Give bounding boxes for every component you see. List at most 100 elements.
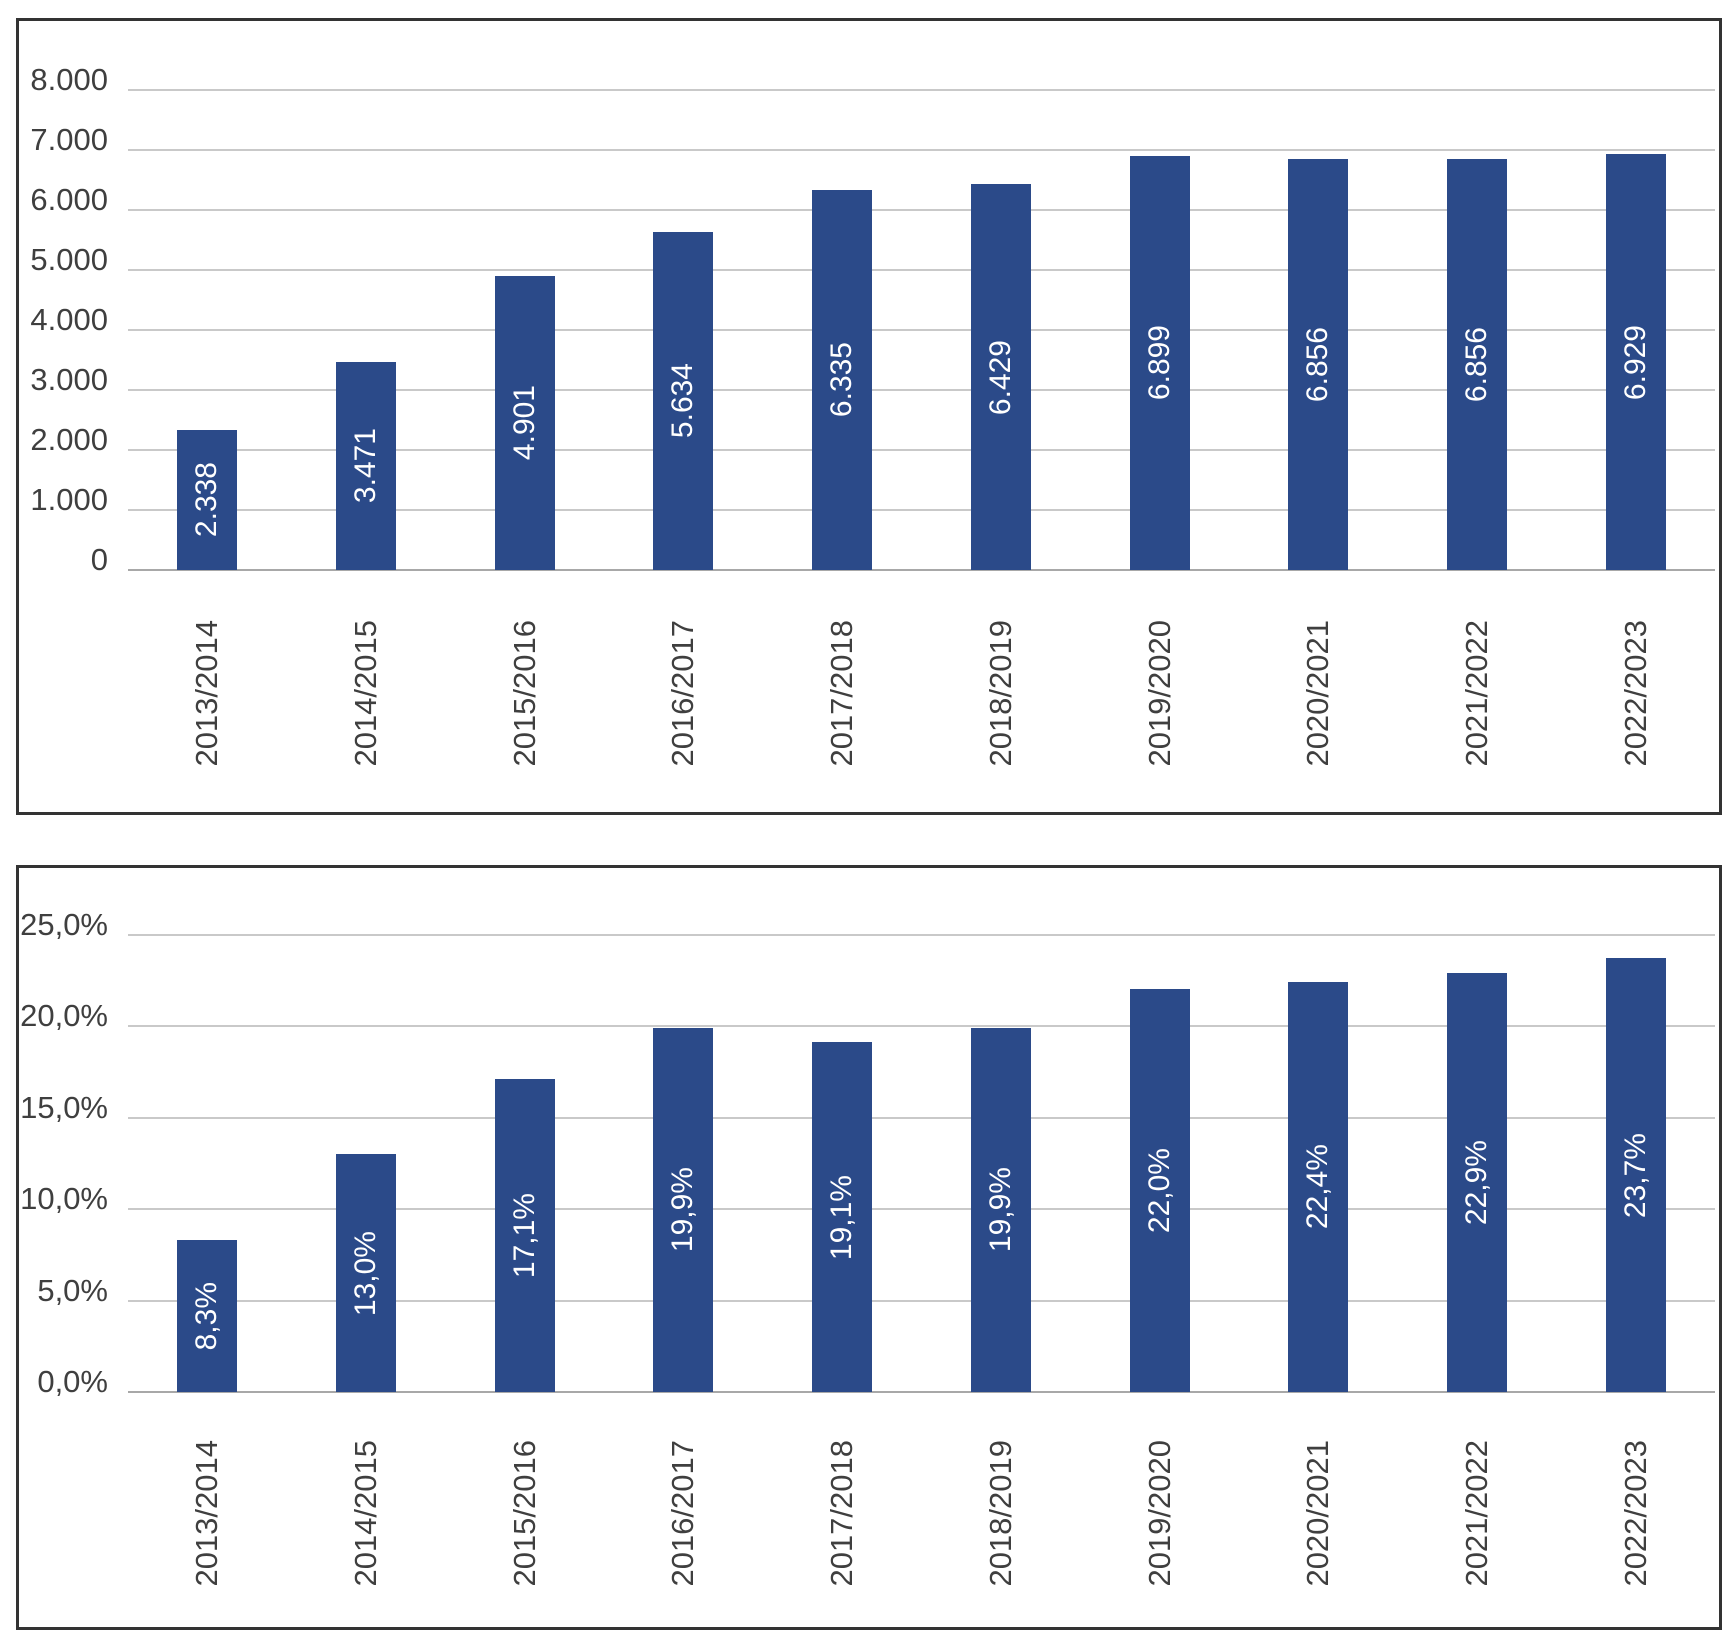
- x-tick-label-text: 2018/2019: [982, 620, 1018, 767]
- x-tick-label-text: 2020/2021: [1300, 1440, 1336, 1587]
- x-tick-label: 2014/2015: [346, 620, 386, 767]
- x-tick-label: 2019/2020: [1140, 1440, 1180, 1587]
- bar: 19,1%: [812, 1042, 873, 1392]
- x-tick-label: 2018/2019: [981, 1440, 1021, 1587]
- bar: 22,0%: [1129, 989, 1190, 1392]
- y-tick-label: 1.000: [30, 482, 108, 517]
- x-axis-line: [128, 569, 1715, 571]
- x-tick-label: 2022/2023: [1616, 620, 1656, 767]
- bar-value-label: 5.634: [666, 363, 700, 439]
- bar: 6.929: [1605, 154, 1666, 570]
- x-tick-label-text: 2021/2022: [1458, 1440, 1494, 1587]
- bar-value-label: 6.429: [983, 339, 1017, 415]
- x-tick-label: 2016/2017: [663, 1440, 703, 1587]
- x-tick-label-text: 2020/2021: [1300, 620, 1336, 767]
- gridline: [128, 269, 1715, 271]
- y-tick-label: 6.000: [30, 182, 108, 217]
- x-tick-label-text: 2017/2018: [824, 1440, 860, 1587]
- x-tick-label: 2015/2016: [505, 1440, 545, 1587]
- gridline: [128, 1025, 1715, 1027]
- bar: 4.901: [494, 275, 555, 570]
- x-tick-label: 2021/2022: [1457, 620, 1497, 767]
- bar: 22,4%: [1288, 982, 1349, 1392]
- bar: 23,7%: [1605, 958, 1666, 1392]
- gridline: [128, 329, 1715, 331]
- bar-value-label: 17,1%: [507, 1192, 541, 1279]
- x-tick-label: 2015/2016: [505, 620, 545, 767]
- bar-value-label: 19,9%: [983, 1167, 1017, 1253]
- x-tick-label-text: 2018/2019: [982, 1440, 1018, 1587]
- x-tick-label-text: 2014/2015: [348, 1440, 384, 1587]
- bar: 5.634: [653, 231, 714, 570]
- x-tick-label: 2018/2019: [981, 620, 1021, 767]
- x-tick-label-text: 2013/2014: [189, 620, 225, 767]
- y-tick-label: 0,0%: [37, 1364, 108, 1399]
- x-tick-label: 2014/2015: [346, 1440, 386, 1587]
- y-tick-label: 8.000: [30, 62, 108, 97]
- bar-value-label: 4.901: [507, 385, 541, 461]
- bar-value-label: 8,3%: [190, 1281, 224, 1351]
- y-tick-label: 15,0%: [20, 1089, 108, 1125]
- bar: 6.856: [1288, 158, 1349, 570]
- absolute-values-chart: 8.000 7.000 6.000 5.000 4.000 3.000 2.000 1.000…: [16, 18, 1722, 815]
- x-tick-label-text: 2019/2020: [1141, 1440, 1177, 1587]
- x-tick-label-text: 2016/2017: [665, 1440, 701, 1587]
- bar: 6.335: [812, 189, 873, 570]
- x-tick-label-text: 2016/2017: [665, 620, 701, 767]
- bar-value-label: 3.471: [349, 428, 383, 504]
- bar-value-label: 2.338: [190, 462, 224, 538]
- bar-value-label: 6.856: [1459, 326, 1493, 402]
- bar-value-label: 6.335: [825, 342, 859, 418]
- x-tick-label: 2013/2014: [187, 1440, 227, 1587]
- bar-value-label: 19,9%: [666, 1167, 700, 1253]
- bar: 6.429: [970, 184, 1031, 570]
- x-tick-label-text: 2022/2023: [1617, 620, 1653, 767]
- bar: 8,3%: [177, 1240, 238, 1392]
- gridline: [128, 509, 1715, 511]
- bar-value-label: 22,4%: [1301, 1144, 1335, 1230]
- bar-value-label: 6.899: [1142, 325, 1176, 401]
- bar: 6.856: [1446, 158, 1507, 570]
- gridline: [128, 89, 1715, 91]
- bar: 3.471: [336, 361, 397, 570]
- gridline: [128, 1116, 1715, 1119]
- x-axis-line: [128, 1391, 1715, 1393]
- y-tick-label: 5,0%: [37, 1272, 108, 1308]
- bar: 13,0%: [336, 1154, 397, 1392]
- y-tick-label: 7.000: [30, 122, 108, 157]
- x-tick-label: 2021/2022: [1457, 1440, 1497, 1587]
- x-tick-label: 2017/2018: [822, 1440, 862, 1587]
- bar-value-label: 19,1%: [825, 1174, 859, 1260]
- x-tick-label: 2017/2018: [822, 620, 862, 767]
- percentage-chart-plot: 25,0% 20,0% 15,0% 10,0% 5,0% 0,0% 8,3% 2013/201…: [19, 868, 1719, 1627]
- x-tick-label: 2016/2017: [663, 620, 703, 767]
- bar-value-label: 6.856: [1301, 326, 1335, 402]
- bar-value-label: 6.929: [1618, 324, 1652, 400]
- gridline: [128, 209, 1715, 211]
- bar: 6.899: [1129, 156, 1190, 570]
- x-tick-label: 2022/2023: [1616, 1440, 1656, 1587]
- bar-value-label: 22,9%: [1459, 1139, 1493, 1225]
- x-tick-label-text: 2021/2022: [1458, 620, 1494, 767]
- x-tick-label: 2019/2020: [1140, 620, 1180, 767]
- gridline: [128, 933, 1715, 936]
- absolute-values-chart-plot: 8.000 7.000 6.000 5.000 4.000 3.000 2.000 1.000…: [19, 21, 1719, 812]
- y-tick-label: 2.000: [30, 422, 108, 457]
- y-tick-label: 20,0%: [20, 998, 108, 1033]
- x-tick-label: 2020/2021: [1298, 620, 1338, 767]
- y-tick-label: 4.000: [30, 302, 108, 337]
- gridline: [128, 389, 1715, 391]
- y-tick-label: 0: [90, 542, 108, 577]
- x-tick-label-text: 2013/2014: [189, 1440, 225, 1587]
- y-tick-label: 5.000: [30, 242, 108, 277]
- x-tick-label-text: 2015/2016: [506, 1440, 542, 1587]
- gridline: [128, 449, 1715, 451]
- bar: 22,9%: [1446, 972, 1507, 1392]
- x-tick-label-text: 2014/2015: [348, 620, 384, 767]
- x-tick-label-text: 2017/2018: [824, 620, 860, 767]
- bar-value-label: 13,0%: [349, 1230, 383, 1316]
- x-tick-label-text: 2019/2020: [1141, 620, 1177, 767]
- x-tick-label-text: 2022/2023: [1617, 1440, 1653, 1587]
- gridline: [128, 1208, 1715, 1210]
